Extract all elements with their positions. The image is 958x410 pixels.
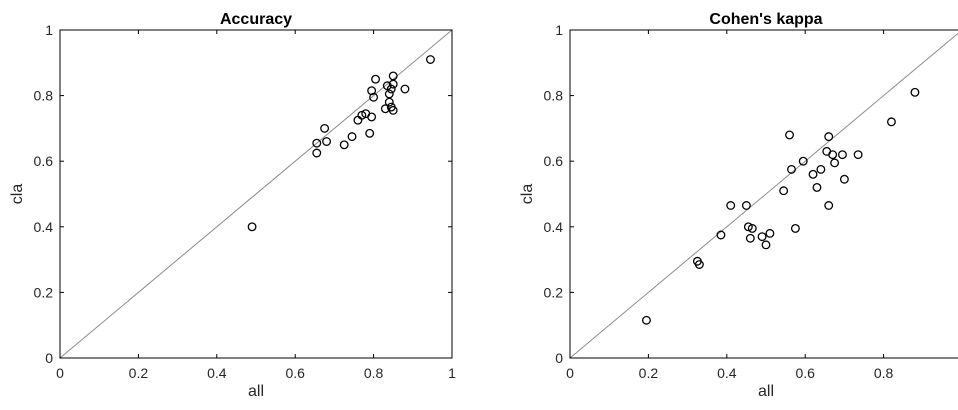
data-point <box>886 117 896 127</box>
y-tick-label: 1 <box>45 22 53 38</box>
y-tick-label: 1 <box>555 22 563 38</box>
data-point <box>785 130 794 140</box>
x-tick-label: 0.2 <box>639 365 659 381</box>
data-point <box>726 201 736 210</box>
data-point <box>312 138 322 148</box>
data-point <box>790 223 800 233</box>
x-tick-label: 0.4 <box>207 365 227 381</box>
data-point <box>353 115 363 125</box>
x-tick-label: 1 <box>448 365 456 381</box>
data-point <box>694 260 704 269</box>
x-tick-label: 0.8 <box>874 365 894 381</box>
data-point <box>761 240 771 250</box>
data-point <box>779 186 789 196</box>
data-point <box>384 89 394 99</box>
data-point <box>824 201 834 210</box>
x-tick-label: 0 <box>56 365 64 381</box>
data-point <box>830 158 840 168</box>
data-point <box>371 74 381 84</box>
x-axis-label: all <box>758 383 774 400</box>
reference-line <box>569 32 958 359</box>
data-point <box>347 132 357 142</box>
data-point <box>787 164 796 174</box>
data-point <box>369 92 379 102</box>
data-point <box>312 148 322 158</box>
data-point <box>425 55 435 64</box>
data-point <box>322 137 332 146</box>
chart-title: Accuracy <box>220 11 292 28</box>
data-point <box>386 84 396 94</box>
y-tick-label: 0 <box>555 350 563 366</box>
x-tick-label: 0 <box>566 365 574 381</box>
axes-box <box>569 29 958 359</box>
data-point <box>320 123 330 133</box>
data-point <box>824 132 834 142</box>
x-tick-label: 0.8 <box>364 365 384 381</box>
kappa-chart-panel: Cohen's kappa all cla 0 0.2 0.4 0.6 0.8 0 0.2 0… <box>519 11 958 400</box>
data-point <box>641 315 651 325</box>
y-tick-label: 0.8 <box>34 88 54 104</box>
data-point <box>367 112 377 122</box>
x-tick-label: 0.2 <box>129 365 149 381</box>
y-tick-label: 0.2 <box>544 284 564 300</box>
data-point <box>365 128 375 138</box>
y-tick-label: 0.8 <box>544 88 564 104</box>
data-point <box>837 150 847 160</box>
data-point <box>828 150 838 160</box>
data-point <box>816 164 826 174</box>
data-point <box>247 222 257 232</box>
accuracy-chart-panel: Accuracy all cla 0 0.2 0.4 0.6 0.8 1 0 0.2 0.4 0.… <box>9 11 456 400</box>
y-axis-label: cla <box>519 184 536 205</box>
axes-box <box>59 29 453 359</box>
x-tick-label: 0.6 <box>795 365 815 381</box>
y-tick-label: 0 <box>45 350 53 366</box>
chart-title: Cohen's kappa <box>709 11 822 28</box>
data-point <box>357 110 367 120</box>
data-point <box>747 223 757 233</box>
y-axis-label: cla <box>9 184 26 205</box>
data-point <box>853 150 863 160</box>
data-point <box>388 79 398 89</box>
data-point <box>339 140 349 150</box>
data-point <box>808 169 818 179</box>
data-point <box>716 230 726 240</box>
y-tick-label: 0.6 <box>34 153 54 169</box>
data-point <box>388 105 398 115</box>
data-point <box>765 228 775 238</box>
data-point <box>741 201 751 210</box>
data-point <box>910 87 920 97</box>
x-axis-label: all <box>248 383 264 400</box>
data-point <box>745 233 755 243</box>
data-point <box>400 84 410 94</box>
x-tick-label: 0.4 <box>717 365 737 381</box>
y-tick-label: 0.4 <box>34 219 54 235</box>
reference-line <box>59 29 453 359</box>
y-tick-label: 0.4 <box>544 219 564 235</box>
data-point <box>839 174 849 184</box>
y-tick-label: 0.2 <box>34 284 54 300</box>
data-point <box>757 232 767 242</box>
data-point <box>798 156 808 166</box>
y-tick-label: 0.6 <box>544 153 564 169</box>
x-tick-label: 0.6 <box>285 365 305 381</box>
data-point <box>812 182 822 192</box>
data-point <box>384 97 394 107</box>
data-point <box>743 222 753 232</box>
